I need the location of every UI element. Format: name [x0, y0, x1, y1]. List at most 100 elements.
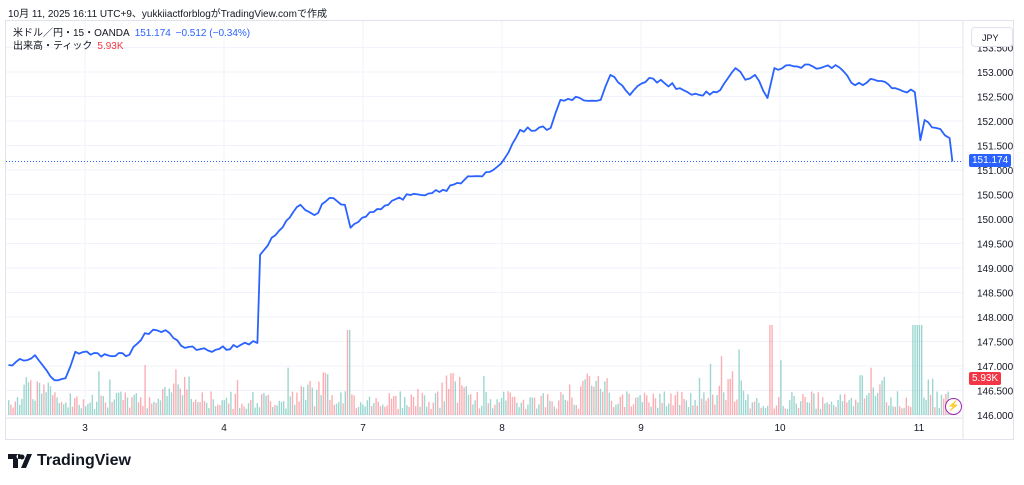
volume-bar: [296, 392, 298, 415]
volume-bar: [140, 397, 142, 415]
volume-bar: [232, 408, 234, 415]
volume-bar: [162, 389, 164, 415]
volume-bar: [872, 387, 874, 415]
volume-bar: [54, 392, 56, 415]
volume-bar: [434, 393, 437, 415]
volume-bar: [529, 397, 531, 415]
volume-bar: [921, 325, 923, 415]
volume-bar: [566, 400, 569, 415]
volume-bar: [318, 381, 320, 415]
volume-bar: [168, 388, 170, 415]
volume-bar: [639, 395, 641, 415]
symbol-label[interactable]: 米ドル／円・15・OANDA: [13, 28, 130, 39]
volume-bar: [525, 408, 527, 415]
volume-bar: [852, 406, 855, 415]
volume-bar: [373, 403, 375, 415]
volume-bar: [562, 394, 564, 415]
volume-bar: [360, 402, 362, 415]
volume-bar: [646, 395, 648, 415]
volume-bar: [157, 398, 159, 415]
volume-label[interactable]: 出来高・ティック: [13, 41, 93, 52]
volume-bar: [925, 399, 927, 415]
volume-bar: [800, 401, 802, 415]
volume-bar: [47, 382, 49, 415]
x-tick-label: 4: [221, 423, 227, 434]
volume-bar: [866, 395, 868, 415]
volume-bar: [883, 376, 885, 415]
volume-bar: [637, 397, 639, 415]
volume-bar: [599, 388, 602, 415]
volume-bar: [364, 406, 366, 415]
volume-bar: [71, 406, 74, 415]
volume-bar: [503, 391, 505, 415]
volume-bar: [773, 408, 775, 415]
volume-bar: [714, 404, 716, 415]
volume-bar: [472, 404, 474, 415]
tradingview-logo[interactable]: TradingView: [8, 452, 131, 470]
volume-bar: [533, 397, 536, 415]
last-price: 151.174: [134, 28, 171, 39]
volume-bar: [333, 404, 335, 415]
volume-bar: [916, 325, 918, 415]
volume-bar: [159, 400, 162, 415]
volume-bar: [848, 400, 850, 415]
x-tick-label: 3: [82, 423, 88, 434]
volume-bar: [520, 402, 522, 415]
volume-bar: [344, 391, 346, 415]
volume-bar: [375, 398, 377, 415]
volume-bar: [217, 404, 219, 415]
volume-bar: [595, 380, 597, 415]
y-tick-label: 149.500: [977, 240, 1014, 251]
volume-bar: [234, 393, 236, 415]
volume-bar: [775, 405, 778, 415]
volume-bar: [439, 407, 441, 415]
volume-bar: [382, 404, 384, 415]
volume-bar: [353, 395, 355, 415]
currency-button[interactable]: JPY: [971, 27, 1013, 47]
chart-legend: 米ドル／円・15・OANDA 151.174 −0.512 (−0.34%) 出来…: [13, 27, 250, 53]
volume-bar: [104, 402, 107, 415]
volume-bar: [184, 376, 186, 415]
volume-bar: [27, 382, 30, 415]
volume-bar: [804, 396, 806, 415]
volume-bar: [388, 393, 390, 415]
volume-bar: [808, 402, 811, 415]
volume-bar: [701, 398, 703, 415]
volume-bar: [153, 401, 155, 415]
volume-bar: [602, 391, 604, 415]
volume-bar: [756, 398, 758, 415]
volume-bar: [679, 404, 681, 415]
volume-bar: [934, 407, 936, 415]
volume-bar: [452, 373, 454, 415]
volume-bar: [342, 403, 344, 415]
volume-bar: [879, 384, 881, 415]
volume-bar: [283, 400, 285, 415]
volume-bar: [63, 404, 65, 415]
volume-bar: [74, 398, 76, 415]
volume-bar: [940, 394, 943, 415]
volume-bar: [148, 397, 151, 415]
volume-bar: [912, 325, 914, 415]
volume-bar: [428, 401, 430, 415]
volume-bar: [899, 406, 901, 415]
volume-bar: [474, 400, 476, 415]
volume-bar: [82, 399, 85, 415]
volume-bar: [401, 407, 404, 415]
volume-bar: [465, 386, 467, 415]
volume-bar: [822, 397, 824, 415]
lightning-icon[interactable]: ⚡: [945, 398, 962, 415]
volume-bar: [320, 395, 322, 415]
volume-bar: [540, 395, 542, 415]
volume-bar: [780, 360, 782, 415]
volume-bar: [938, 407, 940, 415]
volume-bar: [214, 406, 217, 415]
volume-bar: [522, 399, 525, 415]
volume-bar: [905, 397, 907, 415]
volume-bar: [311, 387, 313, 415]
volume-bar: [914, 325, 916, 415]
volume-bar: [489, 399, 492, 415]
volume-bar: [351, 394, 353, 415]
volume-bar: [410, 394, 412, 415]
volume-bar: [87, 403, 89, 415]
